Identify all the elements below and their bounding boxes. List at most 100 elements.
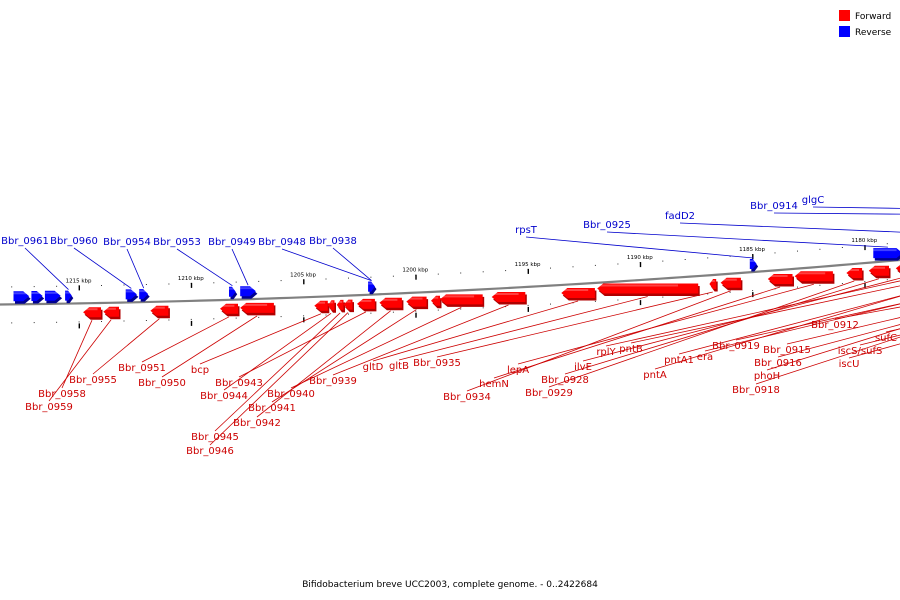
minor-tick [33, 286, 35, 288]
gene-label-bbr-0950: Bbr_0950 [138, 378, 186, 389]
gene-body [749, 259, 757, 269]
tick-label: 1210 kbp [178, 276, 204, 282]
label-leader [238, 311, 367, 378]
gene-label-fadd2: fadD2 [665, 211, 695, 222]
label-leader [73, 247, 132, 289]
gene-label-bbr-0939: Bbr_0939 [309, 376, 357, 387]
label-leader [564, 278, 880, 375]
gene-body [794, 271, 833, 282]
minor-tick [684, 259, 686, 260]
gene-bbr-0954 [139, 289, 150, 302]
gene-bbr-0944 [327, 300, 336, 313]
gene-bbr-0925 [873, 248, 900, 261]
legend-swatch-forward [839, 10, 850, 21]
gene-body [709, 279, 717, 289]
gene-label-hemn: hemN [479, 379, 509, 390]
major-tick [639, 262, 642, 268]
label-leader [214, 312, 341, 432]
gene-body [13, 291, 30, 302]
minor-tick [258, 316, 260, 318]
gene-label-pnta1: pntA1 [664, 355, 694, 366]
gene-bbr-0934 [720, 277, 743, 291]
label-leader [126, 248, 145, 289]
gene-highlight [229, 287, 235, 290]
tick-label: 1190 kbp [627, 255, 653, 261]
gene-label-bbr-0914: Bbr_0914 [750, 201, 798, 212]
gene-highlight [749, 260, 756, 262]
minor-tick [594, 300, 596, 302]
gene-bbr-0929 [846, 268, 864, 281]
gene-label-era: era [697, 352, 713, 363]
gene-gltd [561, 288, 597, 301]
backbone-line [0, 258, 900, 306]
minor-tick [460, 272, 462, 274]
gene-body [139, 289, 149, 300]
legend-forward: Forward [839, 10, 891, 22]
minor-tick [819, 248, 821, 250]
minor-tick [505, 270, 507, 272]
gene-highlight [720, 278, 737, 281]
minor-tick [662, 260, 664, 262]
label-leader [24, 247, 69, 290]
major-tick [190, 282, 193, 288]
gene-bbr-0928 [868, 265, 891, 279]
minor-tick [370, 312, 372, 314]
gene-label-iscs-sufs: iscS/sufS [838, 346, 883, 357]
label-leader [223, 312, 332, 391]
gene-body [431, 295, 440, 306]
minor-tick [56, 321, 58, 323]
gene-highlight [139, 290, 147, 293]
gene-forward-12 [431, 295, 442, 309]
minor-tick [707, 257, 709, 259]
scale-ticks: 1215 kbp 1210 kbp 1205 kbp 1200 kbp 1195 kbp… [11, 238, 888, 329]
minor-tick [370, 276, 372, 278]
gene-highlight [103, 307, 116, 310]
gene-body [846, 268, 863, 278]
tick-label: 1195 kbp [515, 262, 541, 268]
gene-body [873, 248, 900, 259]
reverse-strand-genes [13, 248, 900, 304]
gene-label-bcp: bcp [191, 365, 209, 376]
minor-tick [101, 285, 102, 286]
gene-body [65, 290, 72, 301]
gene-bbr-0950 [240, 302, 276, 316]
gene-label-bbr-0958: Bbr_0958 [38, 389, 86, 400]
label-leader [141, 316, 230, 363]
gene-label-bbr-0935: Bbr_0935 [413, 358, 461, 369]
gene-highlight [336, 300, 343, 303]
gene-label-bbr-0954: Bbr_0954 [103, 237, 151, 248]
minor-tick [235, 281, 237, 283]
genome-caption: Bifidobacterium breve UCC2003, complete … [302, 580, 598, 590]
gene-bbr-0953 [229, 286, 238, 300]
minor-tick [729, 255, 731, 257]
gene-highlight [895, 264, 900, 267]
gene-bbr-0945 [336, 299, 345, 313]
major-tick [527, 306, 529, 312]
label-leader [271, 309, 417, 403]
gene-highlight [794, 272, 826, 275]
minor-tick [33, 322, 35, 324]
gene-highlight [65, 291, 71, 294]
gene-highlight [868, 266, 885, 269]
gene-highlight [125, 290, 135, 293]
gene-reverse-0 [13, 291, 31, 304]
label-leader [290, 307, 462, 389]
gene-label-bbr-0925: Bbr_0925 [583, 220, 631, 231]
gene-highlight [709, 280, 715, 282]
major-tick [864, 245, 866, 251]
major-tick [752, 254, 754, 260]
gene-body [240, 302, 274, 313]
tick-label: 1215 kbp [66, 278, 92, 284]
major-tick [527, 268, 529, 274]
gene-body [327, 300, 335, 311]
gene-highlight [440, 295, 475, 298]
label-leader [777, 324, 900, 358]
gene-body [229, 286, 236, 297]
gene-highlight [83, 308, 98, 311]
gene-body [767, 274, 793, 284]
gene-label-bbr-0942: Bbr_0942 [233, 418, 281, 429]
gene-label-bbr-0934: Bbr_0934 [443, 392, 491, 403]
minor-tick [303, 315, 305, 317]
